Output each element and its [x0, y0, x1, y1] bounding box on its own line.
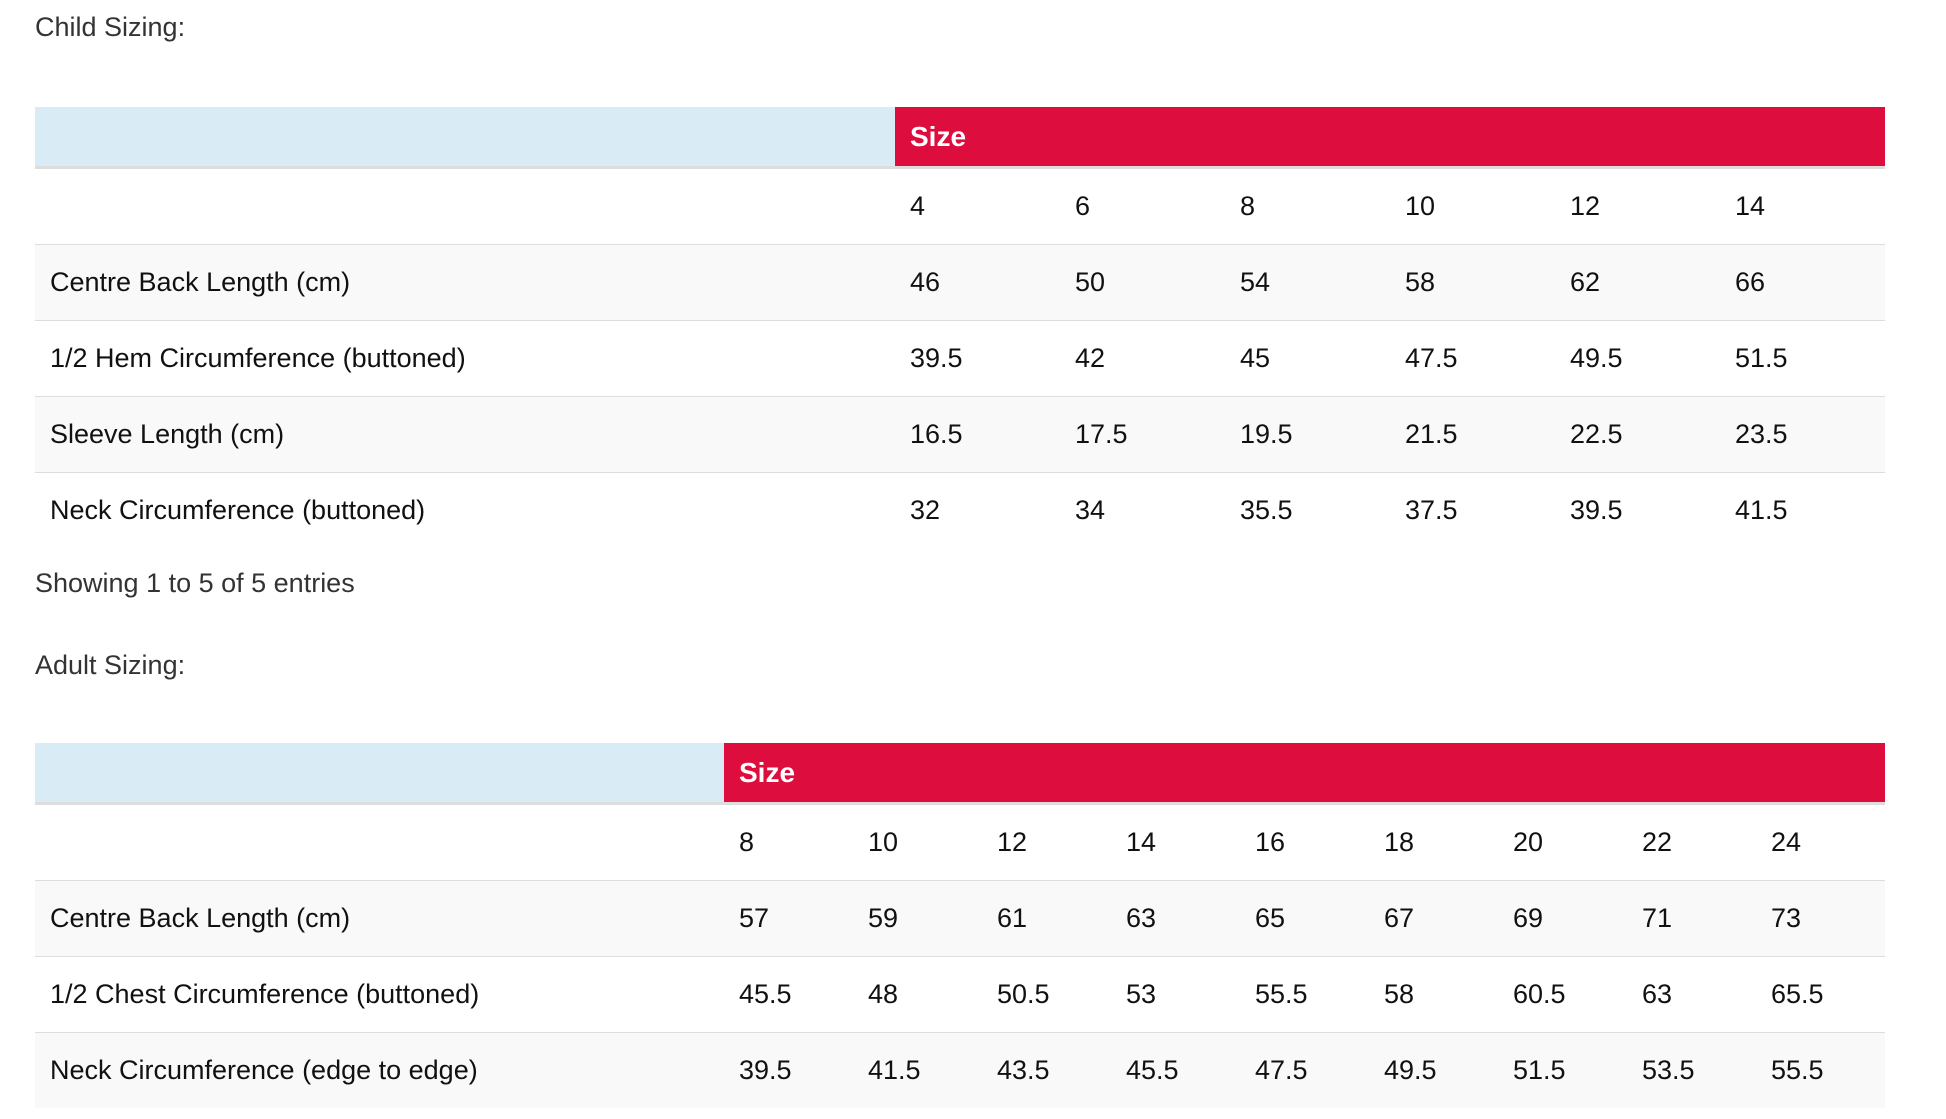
cell-value: 50 [1060, 244, 1225, 321]
cell-value: 50.5 [982, 956, 1111, 1033]
table-row: Neck Circumference (buttoned) 32 34 35.5 37.… [35, 473, 1885, 549]
cell-value: 45.5 [1111, 1032, 1240, 1108]
cell-value: 63 [1627, 956, 1756, 1033]
cell-value: 55.5 [1240, 956, 1369, 1033]
cell-value: 43.5 [982, 1032, 1111, 1108]
cell-value: 22.5 [1555, 396, 1720, 473]
cell-value: 61 [982, 880, 1111, 957]
cell-value: 46 [895, 244, 1060, 321]
cell-value: 21.5 [1390, 396, 1555, 473]
table-row: 8 10 12 14 16 18 20 22 24 [35, 803, 1885, 881]
table-row: Sleeve Length (cm) 16.5 17.5 19.5 21.5 22.5 23… [35, 396, 1885, 473]
size-column-header: 10 [853, 803, 982, 881]
cell-value: 49.5 [1555, 320, 1720, 397]
size-column-header: 22 [1627, 803, 1756, 881]
cell-value: 41.5 [853, 1032, 982, 1108]
row-label [35, 803, 724, 881]
table-row: Neck Circumference (edge to edge) 39.5 41.… [35, 1032, 1885, 1108]
size-column-header: 16 [1240, 803, 1369, 881]
cell-value: 41.5 [1735, 495, 1788, 525]
size-column-header: 8 [724, 803, 853, 881]
table-row: 4 6 8 10 12 14 [35, 167, 1885, 245]
row-label: Neck Circumference (edge to edge) [35, 1032, 724, 1108]
cell-value: 34 [1075, 495, 1106, 525]
child-size-table: Size 4 6 8 10 12 14 Centre Back Length (cm) 46 5… [35, 107, 1885, 548]
row-label [35, 167, 895, 245]
size-column-header: 12 [982, 803, 1111, 881]
cell-value: 39.5 [895, 320, 1060, 397]
cell-value: 65.5 [1756, 956, 1885, 1033]
table-row: Centre Back Length (cm) 46 50 54 58 62 66 [35, 244, 1885, 321]
cell-value: 45.5 [724, 956, 853, 1033]
cell-value: 58 [1390, 244, 1555, 321]
cell-value: 32 [910, 495, 941, 525]
size-column-header: 24 [1756, 803, 1885, 881]
cell-value: 58 [1369, 956, 1498, 1033]
header-blank [35, 107, 895, 169]
cell-value: 59 [853, 880, 982, 957]
cell-value: 39.5 [724, 1032, 853, 1108]
cell-value: 63 [1111, 880, 1240, 957]
row-label: Neck Circumference (buttoned) [50, 495, 426, 525]
cell-value: 73 [1756, 880, 1885, 957]
cell-value: 71 [1627, 880, 1756, 957]
cell-value: 51.5 [1720, 320, 1885, 397]
cell-value: 65 [1240, 880, 1369, 957]
header-blank [35, 743, 724, 805]
cell-value: 55.5 [1756, 1032, 1885, 1108]
size-column-header: 8 [1225, 167, 1390, 245]
size-column-header: 14 [1720, 167, 1885, 245]
cell-value: 54 [1225, 244, 1390, 321]
cell-value: 37.5 [1405, 495, 1458, 525]
size-column-header: 20 [1498, 803, 1627, 881]
cell-value: 62 [1555, 244, 1720, 321]
cell-value: 45 [1225, 320, 1390, 397]
child-table-info: Showing 1 to 5 of 5 entries [35, 568, 355, 598]
row-label: Sleeve Length (cm) [35, 396, 895, 473]
row-label: Centre Back Length (cm) [35, 880, 724, 957]
cell-value: 49.5 [1369, 1032, 1498, 1108]
cell-value: 57 [724, 880, 853, 957]
table-row: Centre Back Length (cm) 57 59 61 63 65 67 69 71 7… [35, 880, 1885, 957]
cell-value: 60.5 [1498, 956, 1627, 1033]
cell-value: 53.5 [1627, 1032, 1756, 1108]
cell-value: 69 [1498, 880, 1627, 957]
cell-value: 23.5 [1720, 396, 1885, 473]
cell-value: 17.5 [1060, 396, 1225, 473]
size-column-header: 18 [1369, 803, 1498, 881]
cell-value: 42 [1060, 320, 1225, 397]
table-row: 1/2 Chest Circumference (buttoned) 45.5 48… [35, 956, 1885, 1033]
cell-value: 53 [1111, 956, 1240, 1033]
child-sizing-title: Child Sizing: [35, 12, 186, 42]
size-column-header: 4 [895, 167, 1060, 245]
cell-value: 19.5 [1225, 396, 1390, 473]
size-header: Size [724, 743, 1885, 805]
size-column-header: 10 [1390, 167, 1555, 245]
cell-value: 47.5 [1390, 320, 1555, 397]
row-label: Centre Back Length (cm) [35, 244, 895, 321]
cell-value: 16.5 [895, 396, 1060, 473]
cell-value: 48 [853, 956, 982, 1033]
cell-value: 51.5 [1498, 1032, 1627, 1108]
cell-value: 47.5 [1240, 1032, 1369, 1108]
cell-value: 66 [1720, 244, 1885, 321]
size-column-header: 14 [1111, 803, 1240, 881]
row-label: 1/2 Hem Circumference (buttoned) [35, 320, 895, 397]
cell-value: 67 [1369, 880, 1498, 957]
table-row: 1/2 Hem Circumference (buttoned) 39.5 42 45… [35, 320, 1885, 397]
size-header: Size [895, 107, 1885, 169]
row-label: 1/2 Chest Circumference (buttoned) [35, 956, 724, 1033]
cell-value: 39.5 [1570, 495, 1623, 525]
size-column-header: 6 [1060, 167, 1225, 245]
adult-sizing-title: Adult Sizing: [35, 650, 186, 680]
size-column-header: 12 [1555, 167, 1720, 245]
adult-size-table: Size 8 10 12 14 16 18 20 22 24 Centre Back Length… [35, 743, 1885, 1108]
cell-value: 35.5 [1240, 495, 1293, 525]
